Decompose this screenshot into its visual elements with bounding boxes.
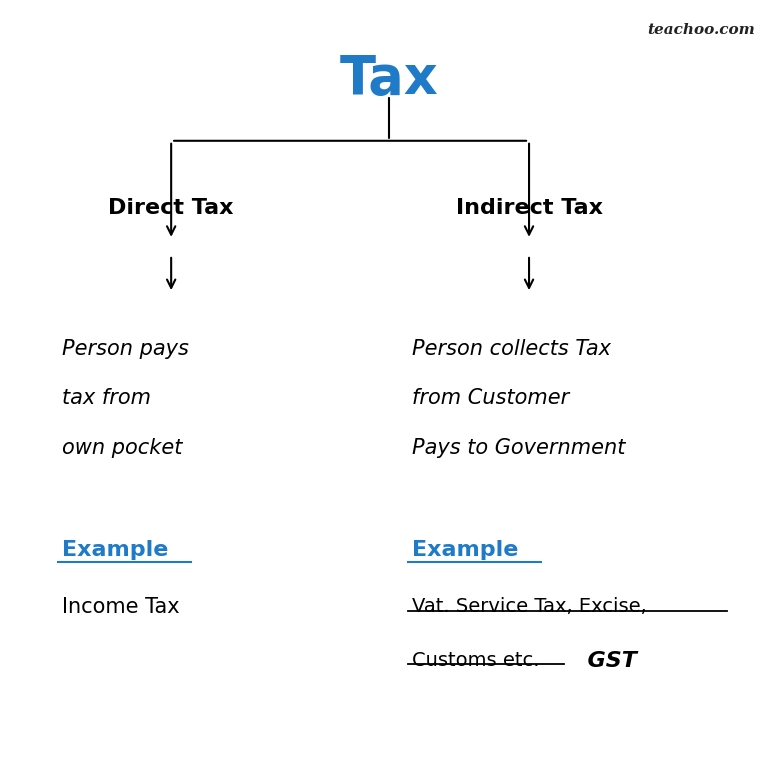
Text: own pocket: own pocket xyxy=(62,438,183,457)
Text: Example: Example xyxy=(412,540,519,560)
Text: Pays to Government: Pays to Government xyxy=(412,438,626,457)
Text: Example: Example xyxy=(62,540,169,560)
Text: tax from: tax from xyxy=(62,388,151,408)
Text: Person pays: Person pays xyxy=(62,339,189,358)
Text: Indirect Tax: Indirect Tax xyxy=(456,198,602,218)
Text: Vat. Service Tax, Excise,: Vat. Service Tax, Excise, xyxy=(412,597,647,616)
Text: Tax: Tax xyxy=(340,53,438,105)
Text: Direct Tax: Direct Tax xyxy=(108,198,234,218)
Text: Customs etc.: Customs etc. xyxy=(412,651,540,670)
Text: teachoo.com: teachoo.com xyxy=(647,23,755,37)
Text: Person collects Tax: Person collects Tax xyxy=(412,339,612,358)
Text: Income Tax: Income Tax xyxy=(62,597,180,617)
Text: from Customer: from Customer xyxy=(412,388,569,408)
Text: GST: GST xyxy=(572,651,636,670)
